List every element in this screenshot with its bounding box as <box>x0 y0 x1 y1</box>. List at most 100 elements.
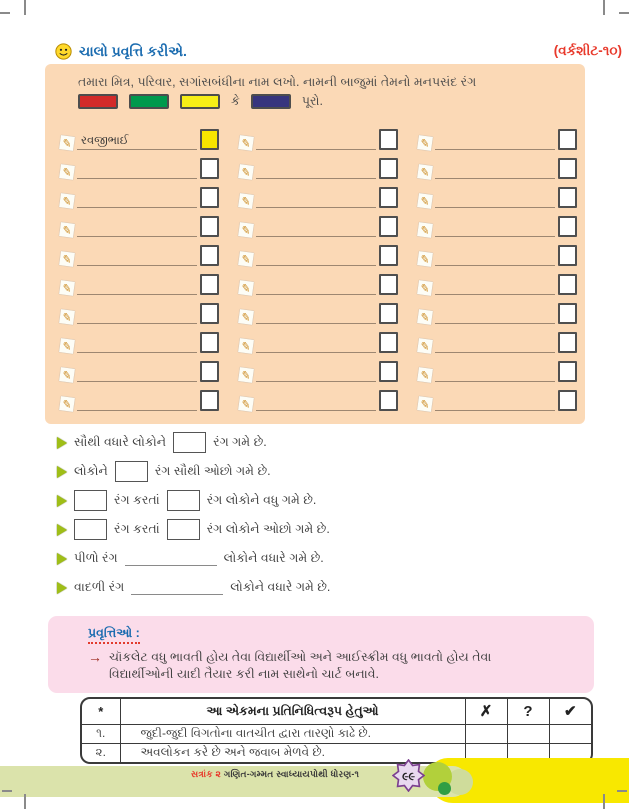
favorite-color-box[interactable] <box>379 332 398 353</box>
favorite-color-box[interactable] <box>200 158 219 179</box>
mark-cell[interactable] <box>548 742 591 762</box>
name-write-line[interactable] <box>256 336 376 353</box>
answer-color-box[interactable] <box>166 490 200 511</box>
favorite-color-box[interactable] <box>200 332 219 353</box>
activity-item: → ચૉકલેટ વધુ ભાવતી હોય તેવા વિદ્યાર્થીઓ … <box>88 649 558 683</box>
favorite-color-box[interactable] <box>379 274 398 295</box>
favorite-color-box[interactable] <box>379 158 398 179</box>
favorite-color-box[interactable] <box>558 390 577 411</box>
check-icon: ✔ <box>548 699 591 724</box>
name-write-line[interactable] <box>435 162 555 179</box>
name-write-line[interactable] <box>77 307 197 324</box>
favorite-color-box[interactable] <box>558 216 577 237</box>
answer-blank-line[interactable] <box>131 580 224 595</box>
question-text: લોકોને <box>74 464 108 478</box>
favorite-color-box[interactable] <box>200 187 219 208</box>
swatch-row-text: પૂરો. <box>301 94 324 108</box>
name-write-line[interactable] <box>256 162 376 179</box>
question-text: સૌથી વધારે લોકોને <box>74 435 167 449</box>
answer-blank-line[interactable] <box>124 551 217 566</box>
name-write-line[interactable] <box>435 278 555 295</box>
question-text: રંગ લોકોને વધુ ગમે છે. <box>206 493 317 507</box>
question-line: લોકોને રંગ સૌથી ઓછો ગમે છે. <box>57 461 577 482</box>
answer-color-box[interactable] <box>173 432 207 453</box>
name-entry: ✎ <box>238 124 398 153</box>
answer-color-box[interactable] <box>74 490 107 511</box>
name-entry: ✎ <box>238 385 398 414</box>
pencil-icon: ✎ <box>238 280 254 296</box>
mark-cell[interactable] <box>464 723 508 744</box>
pencil-icon: ✎ <box>238 251 254 267</box>
favorite-color-box[interactable] <box>200 274 219 295</box>
name-write-line[interactable] <box>77 336 197 353</box>
favorite-color-box[interactable] <box>558 274 577 295</box>
name-write-line[interactable] <box>435 336 555 353</box>
favorite-color-box[interactable] <box>558 129 577 150</box>
favorite-color-box[interactable] <box>379 390 398 411</box>
name-write-line[interactable] <box>77 249 197 266</box>
name-write-line[interactable] <box>256 278 376 295</box>
favorite-color-box[interactable] <box>379 303 398 324</box>
pencil-icon: ✎ <box>59 396 75 412</box>
name-write-line[interactable] <box>256 394 376 411</box>
favorite-color-box[interactable] <box>558 361 577 382</box>
mark-cell[interactable] <box>548 723 591 744</box>
favorite-color-box[interactable] <box>200 245 219 266</box>
star-header: * <box>82 699 121 724</box>
name-write-line[interactable] <box>256 249 376 266</box>
name-write-line[interactable] <box>77 162 197 179</box>
favorite-color-box[interactable] <box>558 187 577 208</box>
name-write-line[interactable] <box>77 365 197 382</box>
name-write-line[interactable] <box>435 307 555 324</box>
favorite-color-box[interactable] <box>379 361 398 382</box>
favorite-color-box[interactable] <box>379 129 398 150</box>
pencil-icon: ✎ <box>238 135 254 151</box>
answer-color-box[interactable] <box>114 461 148 482</box>
favorite-color-box[interactable] <box>558 245 577 266</box>
pencil-icon: ✎ <box>59 222 75 238</box>
name-write-line[interactable] <box>256 133 376 150</box>
objectives-header: આ એકમના પ્રતિનિધિત્વરૂપ હેતુઓ <box>119 699 466 724</box>
name-write-line[interactable] <box>435 394 555 411</box>
favorite-color-box[interactable] <box>379 216 398 237</box>
pencil-icon: ✎ <box>417 309 433 325</box>
favorite-color-box[interactable] <box>558 303 577 324</box>
arrow-icon: → <box>88 649 102 665</box>
name-write-line[interactable] <box>256 220 376 237</box>
name-write-line[interactable] <box>435 249 555 266</box>
favorite-color-box[interactable] <box>558 332 577 353</box>
crop-mark <box>603 794 605 809</box>
favorite-color-box[interactable] <box>200 129 219 150</box>
answer-color-box[interactable] <box>74 519 107 540</box>
favorite-color-box[interactable] <box>558 158 577 179</box>
page-number: ૯૯ <box>402 771 415 783</box>
name-write-line[interactable] <box>256 191 376 208</box>
triangle-bullet-icon <box>57 552 67 565</box>
name-write-line[interactable]: રવજીભાઈ <box>77 133 197 150</box>
name-write-line[interactable] <box>256 307 376 324</box>
name-write-line[interactable] <box>77 394 197 411</box>
name-write-line[interactable] <box>435 220 555 237</box>
name-write-line[interactable] <box>435 133 555 150</box>
name-write-line[interactable] <box>435 365 555 382</box>
favorite-color-box[interactable] <box>379 245 398 266</box>
name-write-line[interactable] <box>77 278 197 295</box>
favorite-color-box[interactable] <box>200 216 219 237</box>
question-text: રંગ કરતાં <box>114 493 160 507</box>
name-write-line[interactable] <box>435 191 555 208</box>
pencil-icon: ✎ <box>417 164 433 180</box>
favorite-color-box[interactable] <box>379 187 398 208</box>
name-write-line[interactable] <box>77 191 197 208</box>
name-entry: ✎ <box>417 182 577 211</box>
pencil-icon: ✎ <box>417 280 433 296</box>
favorite-color-box[interactable] <box>200 303 219 324</box>
question-text: રંગ લોકોને ઓછો ગમે છે. <box>206 522 330 536</box>
mark-cell[interactable] <box>506 723 550 744</box>
table-row: ૨. અવલોકન કરે છે અને જવાબ મેળવે છે. <box>82 742 591 762</box>
name-write-line[interactable] <box>256 365 376 382</box>
favorite-color-box[interactable] <box>200 390 219 411</box>
favorite-color-box[interactable] <box>200 361 219 382</box>
pencil-icon: ✎ <box>238 338 254 354</box>
name-write-line[interactable] <box>77 220 197 237</box>
answer-color-box[interactable] <box>166 519 200 540</box>
